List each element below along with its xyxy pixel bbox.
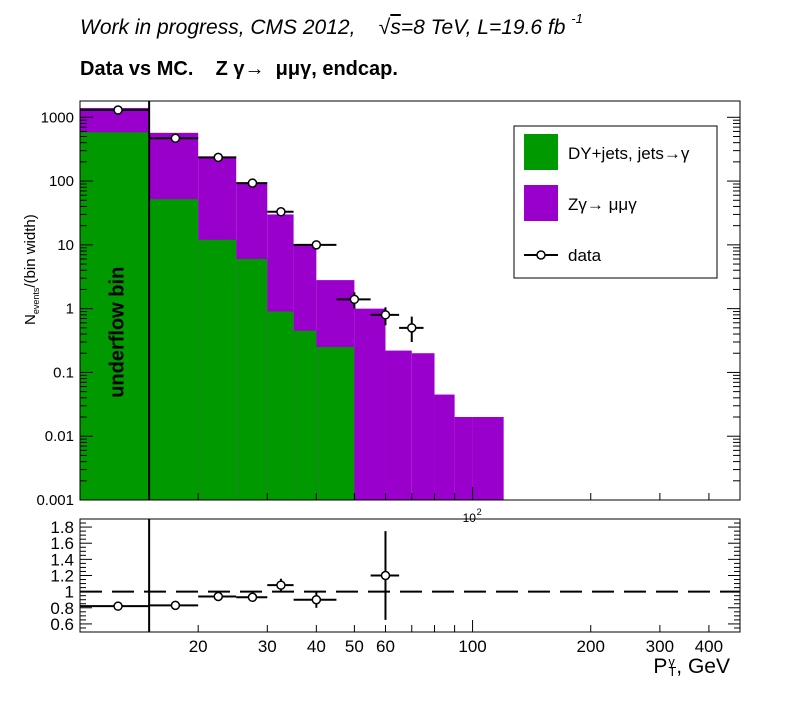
legend-marker: [536, 250, 546, 260]
plot-title: Data vs MC. Z γ→ μμγ, endcap.: [80, 58, 398, 80]
lumi-exponent: -1: [571, 11, 583, 26]
dy-bar: [198, 239, 237, 500]
y-tick-label: 0.01: [45, 428, 74, 445]
x-axis-label-main: P: [653, 655, 668, 678]
data-point: [407, 323, 417, 333]
ratio-y-tick-label: 1.6: [50, 534, 74, 553]
ratio-y-tick-label: 1.2: [50, 567, 74, 586]
y-tick-label: 0.001: [36, 492, 74, 509]
ratio-point: [113, 601, 123, 611]
legend-label-2: data: [568, 246, 602, 265]
underflow-label: underflow bin: [107, 267, 129, 398]
ratio-point: [276, 580, 286, 590]
ratio-y-tick-label: 0.6: [50, 615, 74, 634]
zg-bar: [354, 308, 386, 500]
dy-bar: [293, 330, 317, 500]
dy-bar: [316, 347, 355, 500]
ratio-x-tick-label: 20: [189, 637, 208, 656]
sqrt-arg: s: [390, 16, 401, 39]
main-frame: [79, 100, 741, 501]
energy-lumi-text: =8 TeV, L=19.6 fb: [400, 16, 566, 39]
cms-header: Work in progress, CMS 2012, √s=8 TeV, L=…: [80, 11, 583, 40]
data-point: [380, 310, 391, 320]
ratio-y-tick-label: 1.4: [50, 550, 74, 569]
data-point: [213, 152, 224, 163]
y-tick-label: 1: [66, 301, 74, 318]
ratio-y-tick-label: 1.8: [50, 518, 74, 537]
x-axis-label: Pγ T, GeV: [653, 655, 730, 679]
ratio-frame: [79, 518, 741, 633]
y-tick-label: 10: [57, 237, 74, 254]
data-point: [311, 240, 322, 250]
ratio-x-tick-label: 50: [345, 637, 364, 656]
cms-prefix: Work in progress, CMS 2012,: [80, 16, 356, 39]
zg-bar: [385, 350, 412, 500]
x-exponent-sup: 2: [477, 507, 482, 517]
sqrt-symbol: √: [378, 16, 391, 39]
data-point: [247, 178, 258, 188]
ratio-y-tick-label: 1: [65, 583, 74, 602]
x-exponent-label: 10: [463, 511, 477, 525]
legend-label-1: Zγ→ μμγ: [568, 195, 637, 214]
data-point: [170, 133, 181, 143]
x-axis-label-rest: , GeV: [676, 655, 730, 678]
ratio-point: [213, 591, 224, 602]
zg-bar: [472, 417, 504, 500]
legend: DY+jets, jets→γ Zγ→ μμγ data: [513, 125, 718, 279]
ratio-point: [311, 594, 322, 605]
data-point: [276, 207, 286, 217]
data-point: [349, 294, 360, 305]
dy-bar: [267, 311, 294, 500]
ratio-point: [247, 592, 258, 603]
dy-bar: [236, 259, 268, 500]
legend-label-0: DY+jets, jets→γ: [568, 144, 690, 163]
x-axis-label-sup: γ: [668, 654, 675, 670]
y-tick-label: 1000: [41, 109, 74, 126]
ratio-x-tick-label: 100: [458, 637, 486, 656]
zg-bar: [411, 353, 435, 500]
x-axis-label-sub: T: [668, 664, 677, 680]
zg-bar: [434, 394, 455, 500]
ratio-x-tick-label: 400: [695, 637, 723, 656]
ratio-x-tick-label: 40: [307, 637, 326, 656]
dy-bar: [149, 199, 199, 500]
ratio-point: [170, 600, 181, 611]
y-tick-label: 100: [49, 173, 74, 190]
ratio-x-tick-label: 30: [258, 637, 277, 656]
ratio-x-tick-label: 300: [646, 637, 674, 656]
legend-swatch-1: [524, 185, 558, 221]
ratio-x-tick-label: 200: [577, 637, 605, 656]
ratio-point: [380, 570, 391, 581]
dy-bar: [80, 132, 150, 500]
ratio-y-tick-label: 0.8: [50, 599, 74, 618]
legend-swatch-0: [524, 134, 558, 170]
ratio-plot: 1.81.61.41.210.80.6 20 30 40 50 60 100 200 300 40…: [50, 518, 741, 656]
ratio-x-tick-label: 60: [376, 637, 395, 656]
y-tick-label: 0.1: [53, 364, 74, 381]
data-point: [113, 105, 123, 115]
zg-bar: [454, 417, 473, 500]
